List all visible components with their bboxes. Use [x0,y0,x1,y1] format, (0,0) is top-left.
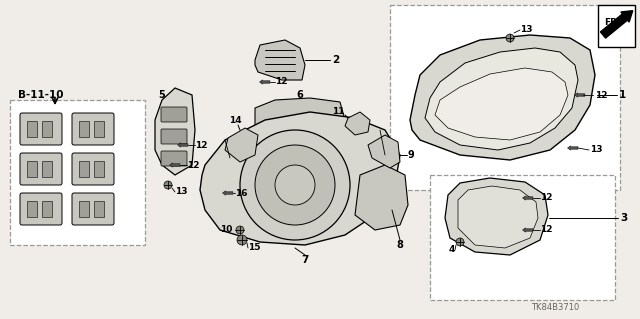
Bar [10,100,145,245]
Text: 12: 12 [540,194,552,203]
Polygon shape [425,48,578,150]
FancyArrow shape [177,143,188,147]
Text: 14: 14 [228,116,241,125]
FancyArrow shape [522,228,533,232]
Text: 4: 4 [449,246,455,255]
Text: 12: 12 [187,160,200,169]
Bar [79,201,89,217]
FancyBboxPatch shape [161,107,187,122]
Bar [94,161,104,177]
Text: 12: 12 [195,140,207,150]
Text: 16: 16 [235,189,248,197]
Polygon shape [255,40,305,80]
Text: 12: 12 [275,78,287,86]
FancyBboxPatch shape [161,129,187,144]
Polygon shape [445,178,548,255]
Circle shape [240,130,350,240]
Text: 9: 9 [408,150,415,160]
FancyArrow shape [223,191,233,195]
Bar [27,121,37,137]
Bar [79,161,89,177]
FancyArrow shape [259,80,270,84]
Circle shape [506,34,514,42]
Polygon shape [458,186,538,248]
Text: 5: 5 [159,90,165,100]
FancyBboxPatch shape [20,193,62,225]
Bar [42,121,52,137]
Polygon shape [368,135,400,168]
FancyBboxPatch shape [72,153,114,185]
FancyBboxPatch shape [161,151,187,166]
Text: 3: 3 [620,213,627,223]
Text: 15: 15 [248,243,260,253]
Circle shape [237,235,247,245]
Polygon shape [355,165,408,230]
Bar [27,161,37,177]
Text: 7: 7 [301,255,308,265]
Polygon shape [435,68,568,140]
FancyBboxPatch shape [20,153,62,185]
Polygon shape [345,112,370,135]
Circle shape [255,145,335,225]
Text: 12: 12 [595,91,607,100]
Bar [94,121,104,137]
Text: 12: 12 [540,226,552,234]
Circle shape [236,226,244,234]
Text: FR.: FR. [604,18,621,27]
Bar [79,121,89,137]
Polygon shape [155,88,195,175]
Bar [598,5,635,47]
FancyArrow shape [522,196,533,200]
FancyBboxPatch shape [72,193,114,225]
Circle shape [456,238,464,246]
Text: 2: 2 [332,55,339,65]
Polygon shape [255,98,345,140]
Polygon shape [410,35,595,160]
Polygon shape [225,128,258,162]
Text: 13: 13 [175,188,188,197]
FancyArrow shape [575,93,585,97]
Bar [390,5,620,190]
FancyArrow shape [568,146,578,150]
Bar [94,201,104,217]
Circle shape [164,181,172,189]
FancyBboxPatch shape [20,113,62,145]
Text: 6: 6 [296,90,303,100]
Bar [27,201,37,217]
Bar [430,175,615,300]
FancyBboxPatch shape [72,113,114,145]
Text: 13: 13 [590,145,602,154]
Polygon shape [200,112,400,245]
Text: B-11-10: B-11-10 [18,90,63,100]
Text: 13: 13 [520,26,532,34]
Text: 10: 10 [220,226,232,234]
Text: 8: 8 [397,240,403,250]
FancyArrow shape [600,11,633,38]
Bar [42,161,52,177]
Text: 1: 1 [619,90,627,100]
FancyArrow shape [170,163,180,167]
Bar [42,201,52,217]
Circle shape [275,165,315,205]
Text: TK84B3710: TK84B3710 [531,303,579,312]
Text: 11: 11 [333,108,345,116]
